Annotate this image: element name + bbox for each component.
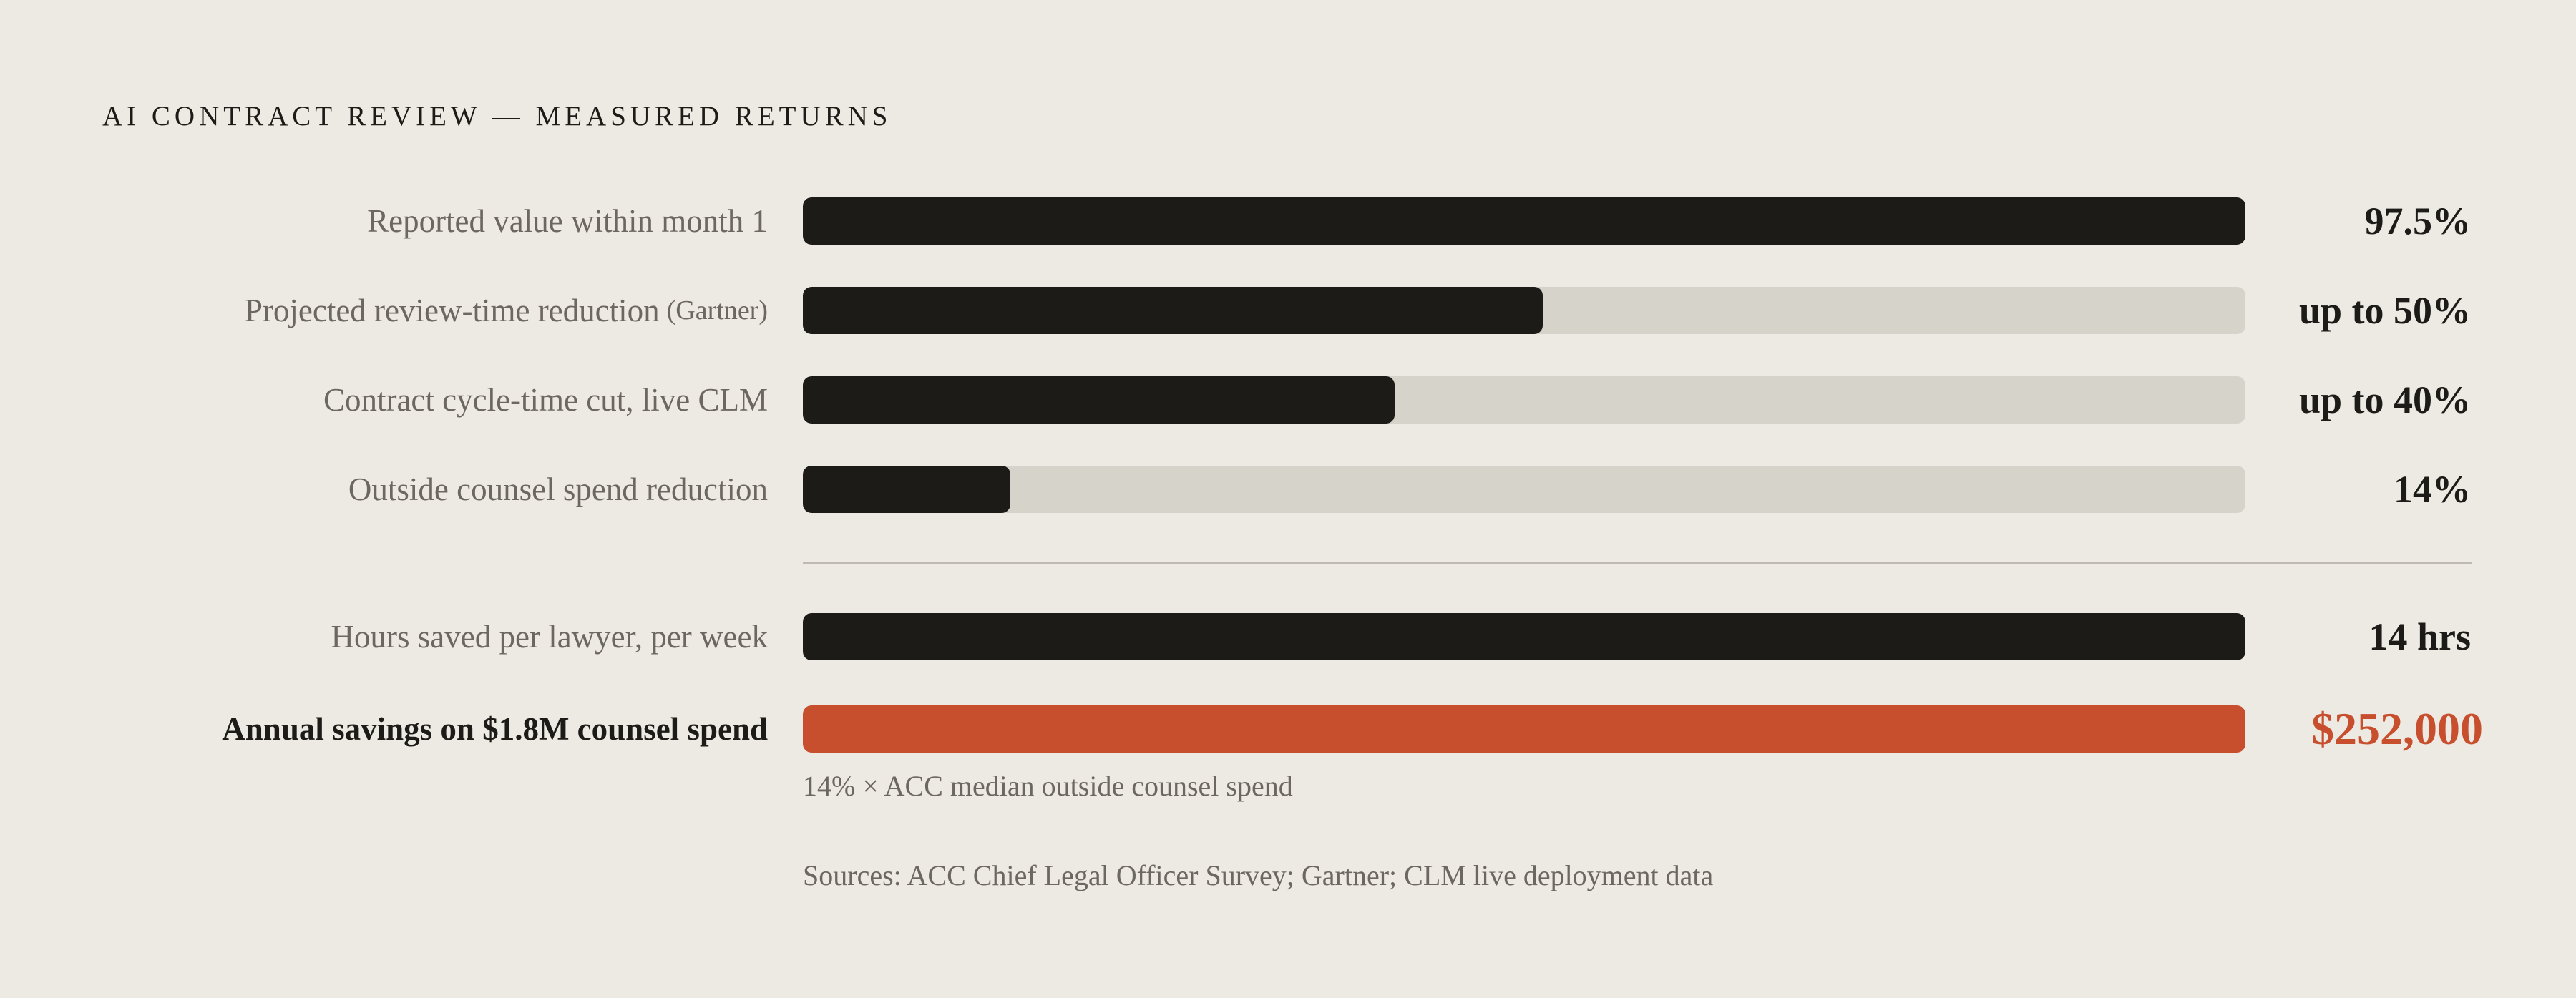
- bar-fill: [803, 287, 1543, 334]
- bar-label-suffix: (Gartner): [666, 295, 768, 326]
- bar-value-label: 97.5%: [2364, 200, 2472, 243]
- bar-fill: [803, 466, 1011, 513]
- chart-title: AI CONTRACT REVIEW — MEASURED RETURNS: [102, 101, 892, 132]
- bar-row-reported-value: Reported value within month 1 97.5%: [0, 197, 2576, 245]
- bar-track: [803, 287, 2245, 334]
- bar-fill: [803, 197, 2245, 245]
- bar-track: [803, 197, 2245, 245]
- bar-row-review-time: Projected review-time reduction (Gartner)…: [0, 287, 2576, 334]
- bar-row-annual-savings: Annual savings on $1.8M counsel spend $2…: [0, 703, 2576, 754]
- bar-row-cycle-time: Contract cycle-time cut, live CLM up to …: [0, 376, 2576, 424]
- bar-track: [803, 466, 2245, 513]
- bar-label: Contract cycle-time cut, live CLM: [323, 382, 768, 418]
- bar-label: Reported value within month 1: [367, 203, 768, 239]
- group-divider: [803, 562, 2472, 564]
- bar-value-label: up to 50%: [2298, 289, 2471, 332]
- bar-track: [803, 613, 2245, 660]
- bar-value-label: $252,000: [2311, 703, 2483, 754]
- bar-label: Hours saved per lawyer, per week: [331, 619, 768, 655]
- bar-fill: [803, 376, 1395, 424]
- bar-track: [803, 376, 2245, 424]
- bar-label: Outside counsel spend reduction: [348, 471, 768, 507]
- bar-fill: [803, 705, 2245, 753]
- sources-note: Sources: ACC Chief Legal Officer Survey;…: [803, 859, 1714, 891]
- bar-value-label: up to 40%: [2298, 378, 2471, 421]
- bar-value-label: 14%: [2394, 468, 2471, 511]
- bar-label: Projected review-time reduction (Gartner): [244, 293, 768, 328]
- bar-row-hours-saved: Hours saved per lawyer, per week 14 hrs: [0, 613, 2576, 660]
- bar-value-label: 14 hrs: [2368, 615, 2471, 658]
- bar-label: Annual savings on $1.8M counsel spend: [222, 711, 768, 747]
- bar-track: [803, 705, 2245, 753]
- bar-row-counsel-spend: Outside counsel spend reduction 14%: [0, 466, 2576, 513]
- calculation-note: 14% × ACC median outside counsel spend: [803, 770, 1293, 802]
- bar-fill: [803, 613, 2245, 660]
